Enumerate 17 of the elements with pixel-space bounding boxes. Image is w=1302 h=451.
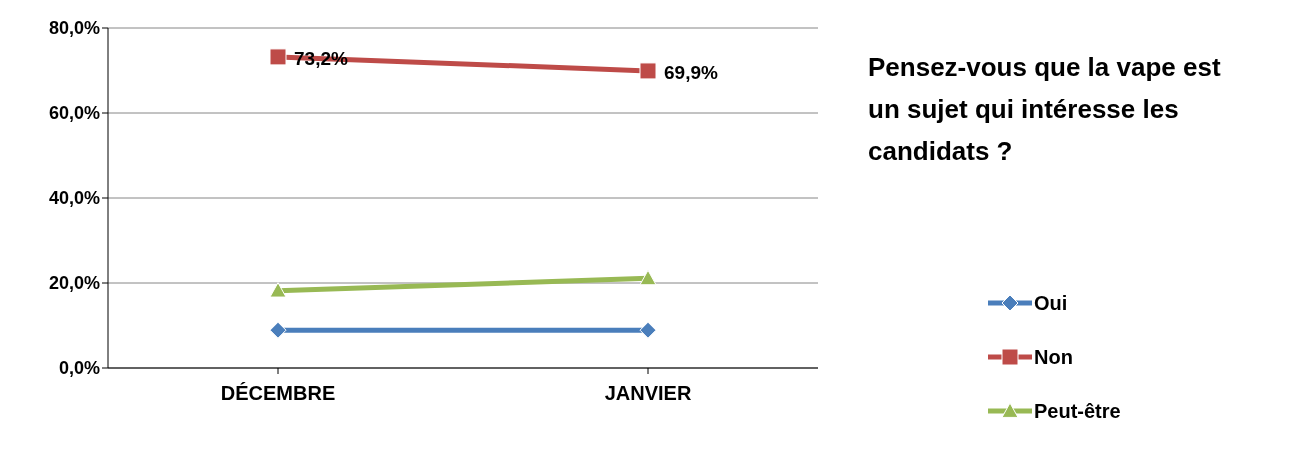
data-label: 73,2% — [294, 47, 348, 69]
legend-label: Non — [1034, 345, 1073, 369]
y-tick-label: 0,0% — [58, 358, 100, 379]
y-tick-label: 60,0% — [48, 103, 100, 124]
point — [639, 62, 657, 80]
x-tick-label: DÉCEMBRE — [220, 382, 336, 405]
point — [269, 48, 287, 66]
y-tick-label: 80,0% — [48, 18, 100, 39]
legend-label: Oui — [1034, 291, 1068, 315]
point — [269, 321, 287, 339]
text: Pensez-vous que la vape est un sujet qui intéresse les candidats ? — [868, 51, 1222, 168]
y-tick-label: 20,0% — [48, 273, 100, 294]
legend-label: Peut-être — [1034, 399, 1121, 423]
data-label: 69,9% — [664, 61, 718, 83]
y-tick-label: 40,0% — [48, 188, 100, 209]
x-tick-label: JANVIER — [604, 382, 692, 405]
point — [639, 321, 657, 339]
